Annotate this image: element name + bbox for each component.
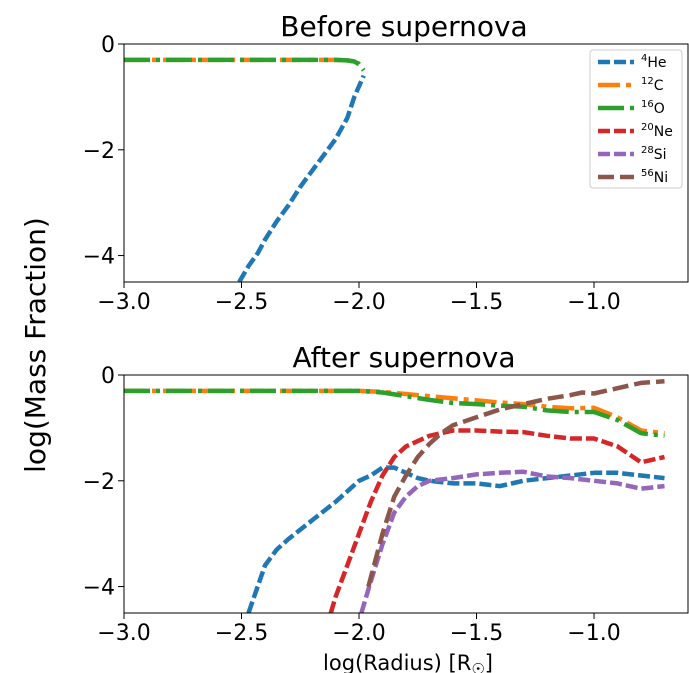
legend-frame <box>589 49 683 189</box>
y-tick-label: −4 <box>83 576 115 601</box>
panel-title: Before supernova <box>280 10 527 43</box>
x-tick-label: −1.5 <box>450 290 503 315</box>
y-tick-label: 0 <box>101 33 115 58</box>
panels: Before supernova −3.0 −2.5 −2.0 −1.5 −1.0 0 −2 −… <box>83 10 689 646</box>
y-axis-label: log(Mass Fraction) <box>19 217 52 473</box>
y-tick-label: −2 <box>83 139 115 164</box>
series-line-ne <box>328 428 665 613</box>
series-line-c <box>124 388 665 436</box>
series-line-he <box>246 465 665 613</box>
legend-element: He <box>647 55 666 71</box>
axes-frame <box>123 43 689 283</box>
legend-mass-number: 28 <box>641 145 654 156</box>
legend-mass-number: 4 <box>641 53 647 64</box>
sun-symbol: ☉ <box>471 660 484 673</box>
x-tick-label: −1.0 <box>567 621 620 646</box>
legend-element: Si <box>654 147 667 163</box>
legend-entry-si: 28Si <box>641 145 667 163</box>
legend-entry-ni: 56Ni <box>641 168 668 186</box>
panel-1: Before supernova −3.0 −2.5 −2.0 −1.5 −1.0 0 −2 −… <box>83 10 689 315</box>
x-axis-label: log(Radius) [R☉] <box>323 651 493 673</box>
legend-entry-ne: 20Ne <box>641 122 673 140</box>
series-line-he <box>237 74 366 282</box>
series-line-o <box>124 388 665 439</box>
x-tick-label: −2.5 <box>215 290 268 315</box>
legend-element: C <box>654 78 664 94</box>
x-tick-label: −1.0 <box>567 290 620 315</box>
series-line-o <box>124 57 366 72</box>
x-tick-label: −2.5 <box>215 621 268 646</box>
legend-entry-o: 16O <box>641 99 665 117</box>
y-tick-label: −4 <box>83 245 115 270</box>
legend-entry-c: 12C <box>641 76 664 94</box>
x-axis-label-close: ] <box>485 651 493 673</box>
legend-mass-number: 12 <box>641 76 654 87</box>
panel-2: After supernova −3.0 −2.5 −2.0 −1.5 −1.0 0 −2 −4 <box>83 341 689 646</box>
legend-mass-number: 56 <box>641 168 654 179</box>
legend-element: O <box>654 101 665 117</box>
legend-element: Ne <box>654 124 673 140</box>
x-tick-label: −1.5 <box>450 621 503 646</box>
x-tick-label: −2.0 <box>332 621 385 646</box>
x-tick-label: −2.0 <box>332 290 385 315</box>
panel-title: After supernova <box>292 341 515 374</box>
legend-mass-number: 16 <box>641 99 654 110</box>
axes-frame <box>123 374 689 614</box>
series-line-ni <box>366 379 665 588</box>
x-tick-label: −3.0 <box>97 621 150 646</box>
series-line-si <box>359 469 665 613</box>
series-group <box>124 57 366 282</box>
legend-mass-number: 20 <box>641 122 654 133</box>
y-tick-label: −2 <box>83 470 115 495</box>
series-group <box>124 379 665 613</box>
y-tick-label: 0 <box>101 364 115 389</box>
x-axis-label-text: log(Radius) [R <box>323 651 471 673</box>
legend-element: Ni <box>654 170 668 186</box>
x-tick-label: −3.0 <box>97 290 150 315</box>
legend-entry-he: 4He <box>641 53 667 71</box>
